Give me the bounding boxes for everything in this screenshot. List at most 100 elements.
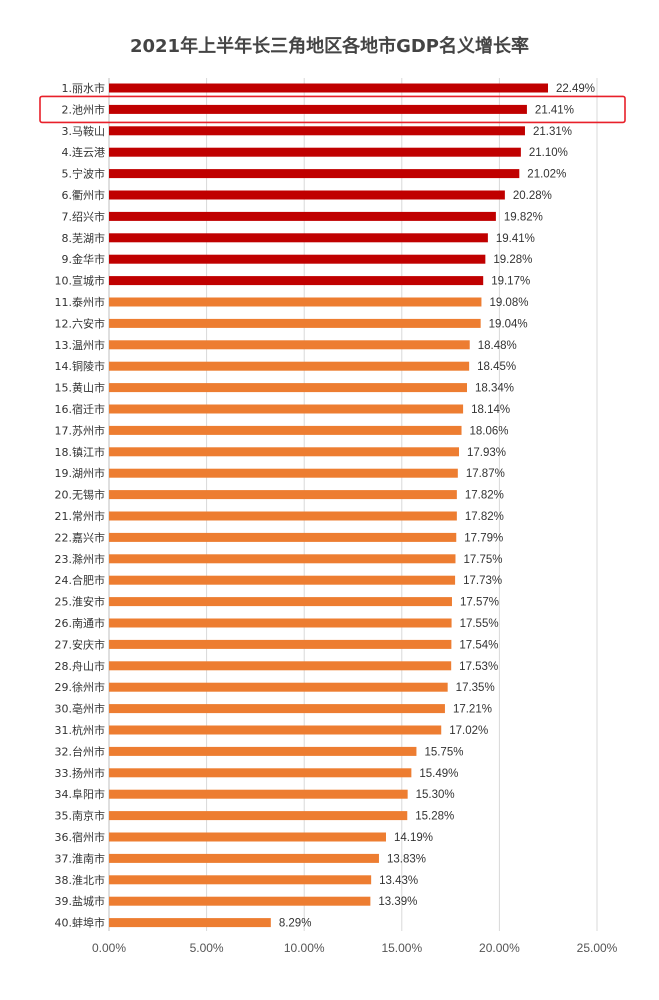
value-label: 17.55%: [460, 618, 499, 630]
category-label: 38.淮北市: [55, 873, 106, 887]
bar: [109, 704, 445, 714]
value-label: 19.82%: [504, 211, 543, 223]
bar: [109, 532, 457, 542]
value-label: 21.31%: [533, 126, 572, 138]
category-label: 25.淮安市: [55, 595, 106, 609]
category-label: 40.蚌埠市: [55, 916, 106, 930]
bar: [109, 661, 452, 671]
x-tick-label: 25.00%: [577, 941, 618, 955]
value-label: 20.28%: [513, 190, 552, 202]
value-label: 17.87%: [466, 468, 505, 480]
category-label: 7.绍兴市: [62, 209, 106, 223]
category-label: 33.扬州市: [55, 766, 106, 780]
x-tick-label: 0.00%: [92, 941, 126, 955]
category-label: 5.宁波市: [62, 167, 106, 181]
bar: [109, 918, 271, 928]
category-label: 39.盐城市: [55, 894, 106, 908]
value-label: 17.02%: [449, 725, 488, 737]
category-label: 1.丽水市: [62, 81, 106, 95]
bar: [109, 126, 525, 136]
value-label: 17.75%: [463, 554, 502, 566]
category-label: 31.杭州市: [55, 723, 106, 737]
category-label: 20.无锡市: [55, 488, 106, 502]
value-label: 21.02%: [527, 169, 566, 181]
category-label: 34.阜阳市: [55, 787, 106, 801]
category-label: 23.滁州市: [55, 552, 106, 566]
value-label: 15.75%: [424, 746, 463, 758]
bar: [109, 554, 456, 564]
category-label: 10.宣城市: [55, 274, 106, 288]
category-label: 27.安庆市: [55, 637, 106, 651]
value-label: 21.10%: [529, 147, 568, 159]
bar: [109, 597, 452, 607]
category-label: 4.连云港: [62, 146, 106, 159]
category-label: 13.温州市: [55, 338, 106, 352]
value-label: 18.14%: [471, 404, 510, 416]
value-label: 19.17%: [491, 276, 530, 288]
bar: [109, 746, 417, 756]
value-label: 13.43%: [379, 875, 418, 887]
value-label: 15.28%: [415, 811, 454, 823]
value-label: 13.83%: [387, 853, 426, 865]
category-label: 11.泰州市: [55, 295, 106, 309]
bar: [109, 682, 448, 692]
category-label: 14.铜陵市: [55, 359, 106, 373]
category-label: 35.南京市: [55, 809, 106, 823]
value-label: 17.53%: [459, 661, 498, 673]
category-label: 8.芜湖市: [62, 231, 106, 245]
bar: [109, 853, 379, 863]
bar: [109, 404, 464, 414]
category-label: 16.宿迁市: [55, 402, 106, 416]
bar: [109, 425, 462, 435]
category-label: 28.舟山市: [55, 659, 106, 673]
value-label: 17.35%: [456, 682, 495, 694]
value-label: 13.39%: [378, 896, 417, 908]
category-label: 30.亳州市: [55, 702, 106, 716]
category-label: 21.常州市: [55, 509, 106, 523]
bar: [109, 511, 457, 521]
value-label: 17.93%: [467, 447, 506, 459]
bar: [109, 297, 482, 307]
value-label: 17.57%: [460, 597, 499, 609]
x-tick-label: 5.00%: [190, 941, 224, 955]
category-label: 3.马鞍山: [62, 124, 106, 138]
category-label: 18.镇江市: [55, 445, 106, 459]
x-tick-label: 15.00%: [381, 941, 422, 955]
bar: [109, 276, 484, 286]
x-tick-label: 10.00%: [284, 941, 325, 955]
bar: [109, 383, 467, 393]
value-label: 19.41%: [496, 233, 535, 245]
category-label: 24.合肥市: [55, 573, 106, 587]
bar: [109, 639, 452, 649]
value-label: 17.79%: [464, 532, 503, 544]
bar: [109, 254, 486, 264]
bar: [109, 447, 459, 457]
bar: [109, 468, 458, 478]
value-label: 19.04%: [489, 318, 528, 330]
bar: [109, 725, 442, 735]
value-label: 17.21%: [453, 704, 492, 716]
value-label: 17.82%: [465, 511, 504, 523]
bar: [109, 789, 408, 799]
category-label: 22.嘉兴市: [55, 530, 106, 544]
bar: [109, 147, 521, 157]
category-label: 2.池州市: [62, 102, 106, 116]
bar: [109, 318, 481, 328]
value-label: 17.54%: [459, 639, 498, 651]
bar: [109, 190, 505, 200]
category-label: 19.湖州市: [55, 466, 106, 480]
value-label: 8.29%: [279, 918, 312, 930]
bar: [109, 875, 372, 885]
bar: [109, 169, 520, 179]
category-label: 15.黄山市: [55, 381, 106, 395]
category-label: 9.金华市: [62, 252, 106, 266]
bar: [109, 233, 488, 243]
category-label: 37.淮南市: [55, 851, 106, 865]
bar: [109, 340, 470, 350]
bar: [109, 832, 386, 842]
value-label: 17.73%: [463, 575, 502, 587]
bar: [109, 361, 470, 371]
highlight-box: [39, 95, 626, 124]
bar: [109, 811, 408, 821]
